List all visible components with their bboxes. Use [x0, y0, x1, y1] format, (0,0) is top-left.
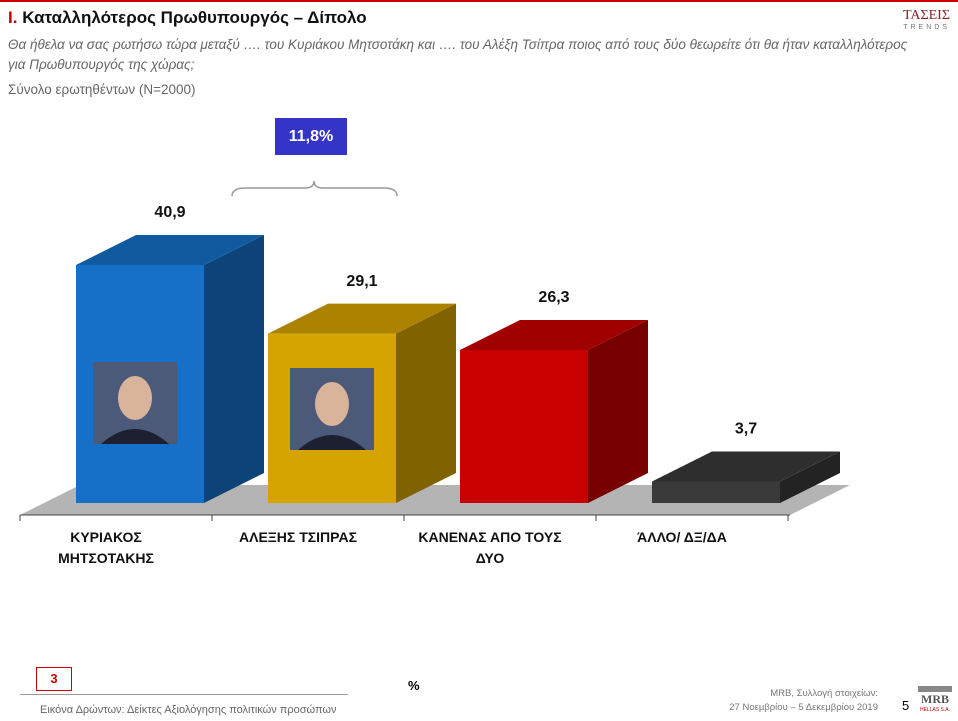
dates: 27 Νοεμβρίου – 5 Δεκεμβρίου 2019 [729, 702, 878, 713]
photo-face [118, 376, 152, 420]
footer-source: Εικόνα Δρώντων: Δείκτες Αξιολόγησης πολι… [40, 704, 337, 716]
category-label: ΑΛΕΞΗΣ ΤΣΙΠΡΑΣ [239, 529, 357, 545]
logo: ΤΑΣΕΙΣ TRENDS [880, 8, 950, 31]
top-rule [0, 0, 958, 2]
bar [652, 451, 840, 503]
bar [460, 319, 648, 503]
value-label: 40,9 [154, 204, 185, 221]
bar-side [780, 451, 840, 503]
page-box: 3 [36, 667, 72, 691]
bar-side [588, 319, 648, 503]
page-number: 5 [902, 698, 910, 713]
logo-bottom: TRENDS [903, 24, 950, 31]
bar-front [460, 349, 588, 503]
section-number: I. [8, 8, 18, 27]
value-label: 26,3 [538, 289, 569, 306]
footer-collection: MRB, Συλλογή στοιχείων: 27 Νοεμβρίου – 5 … [640, 687, 878, 715]
bar-top [460, 319, 648, 350]
mrb-top: MRB [921, 692, 949, 706]
value-label: 3,7 [735, 421, 757, 438]
photo-body [101, 429, 169, 444]
bar-top [268, 303, 456, 334]
subtitle: Θα ήθελα να σας ρωτήσω τώρα μεταξύ …. το… [8, 37, 908, 72]
collection: MRB, Συλλογή στοιχείων: [770, 688, 878, 699]
category-label: ΚΥΡΙΑΚΟΣ ΜΗΤΣΟΤΑΚΗΣ [58, 529, 154, 566]
bar-top [652, 451, 840, 482]
mrb-bottom: HELLAS S.A. [919, 707, 950, 713]
footer-rule [20, 694, 348, 695]
bar-side [204, 235, 264, 503]
chart-title: Καταλληλότερος Πρωθυπουργός – Δίπολο [22, 8, 367, 27]
base-note: Σύνολο ερωτηθέντων (N=2000) [8, 82, 196, 97]
photo-face [315, 382, 349, 426]
mrb-logo: MRB HELLAS S.A. [918, 686, 952, 713]
value-label: 29,1 [346, 273, 377, 290]
annotation-box: 11,8% [275, 118, 347, 155]
logo-top: ΤΑΣΕΙΣ [902, 8, 950, 23]
floor [20, 485, 850, 515]
category-label: ΆΛΛΟ/ ΔΞ/ΔΑ [637, 529, 727, 545]
unit-label: % [408, 678, 420, 693]
title-row: I. Καταλληλότερος Πρωθυπουργός – Δίπολο [8, 8, 367, 28]
bar-front [652, 481, 780, 503]
bar-top [76, 235, 264, 265]
bar-side [396, 303, 456, 503]
bracket [231, 180, 398, 197]
photo-body [298, 435, 366, 450]
category-label: ΚΑΝΕΝΑΣ ΑΠΟ ΤΟΥΣ ΔΥΟ [418, 529, 562, 566]
